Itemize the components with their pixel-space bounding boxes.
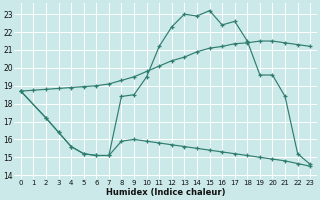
X-axis label: Humidex (Indice chaleur): Humidex (Indice chaleur) bbox=[106, 188, 225, 197]
